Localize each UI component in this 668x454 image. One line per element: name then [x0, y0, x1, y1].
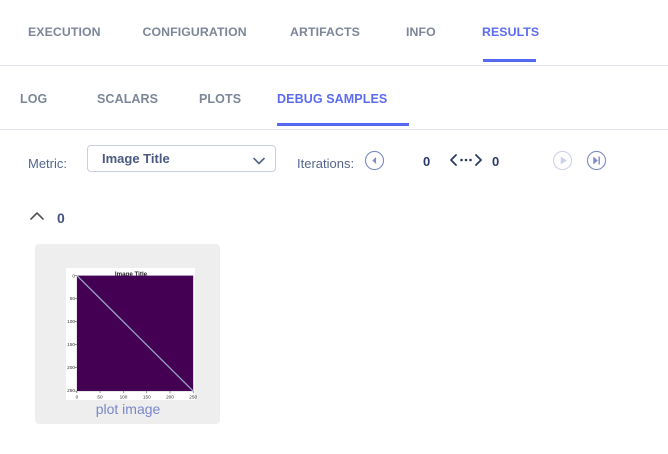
svg-text:150: 150 [143, 395, 151, 400]
svg-text:150: 150 [67, 342, 75, 347]
svg-text:100: 100 [120, 395, 128, 400]
svg-text:100: 100 [67, 319, 75, 324]
svg-text:0: 0 [72, 274, 75, 279]
svg-text:50: 50 [97, 395, 103, 400]
svg-text:0: 0 [76, 395, 79, 400]
svg-text:200: 200 [166, 395, 174, 400]
svg-text:200: 200 [67, 365, 75, 370]
svg-text:250: 250 [189, 395, 197, 400]
svg-text:50: 50 [70, 296, 76, 301]
svg-text:250: 250 [67, 388, 75, 393]
